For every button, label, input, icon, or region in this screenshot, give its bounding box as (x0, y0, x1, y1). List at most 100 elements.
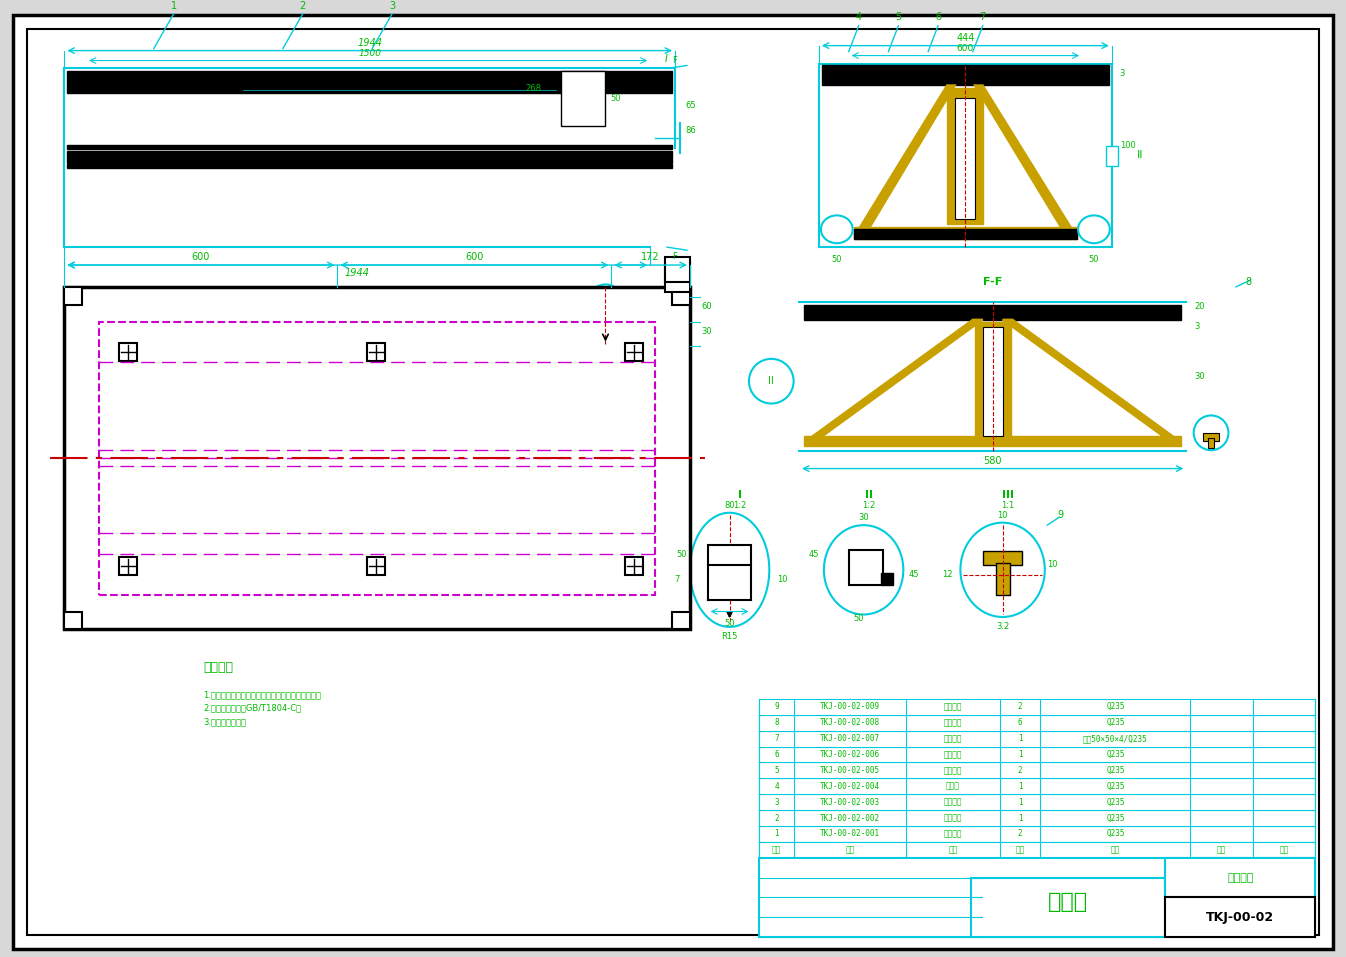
Text: 数量: 数量 (1015, 845, 1024, 855)
Bar (118, 557, 137, 575)
Text: 9: 9 (774, 702, 779, 711)
Text: TKJ-00-02-001: TKJ-00-02-001 (820, 830, 880, 838)
Text: TKJ-00-02: TKJ-00-02 (1206, 911, 1275, 924)
Bar (65, 287, 82, 304)
Text: 600: 600 (957, 44, 975, 53)
Ellipse shape (1078, 215, 1110, 243)
Text: 30: 30 (1194, 371, 1205, 381)
Text: I: I (665, 54, 668, 63)
Text: III: III (1001, 490, 1014, 501)
Bar (975, 322, 1011, 441)
Text: 3: 3 (389, 1, 396, 11)
Text: TKJ-00-02-004: TKJ-00-02-004 (820, 782, 880, 790)
Text: I: I (738, 490, 742, 501)
Text: 10: 10 (777, 575, 787, 584)
Bar (822, 65, 1109, 85)
Text: 4: 4 (774, 782, 779, 790)
Text: 6: 6 (1018, 718, 1023, 727)
Text: 1:2: 1:2 (732, 501, 746, 510)
Bar (818, 63, 1112, 247)
Text: 444: 444 (956, 33, 975, 43)
Bar (665, 257, 690, 282)
Text: 锁紧垫圈: 锁紧垫圈 (944, 718, 962, 727)
Text: Q235: Q235 (1106, 702, 1125, 711)
Bar (65, 612, 82, 630)
Text: 8: 8 (774, 718, 779, 727)
Bar (118, 344, 137, 362)
Bar (983, 326, 1003, 435)
Bar (626, 557, 643, 575)
Text: 2.未注尺寸公差按GB/T1804-C；: 2.未注尺寸公差按GB/T1804-C； (203, 703, 302, 713)
Bar (948, 88, 983, 224)
Text: 3: 3 (1194, 323, 1199, 331)
Text: II: II (864, 490, 872, 501)
Text: 1944: 1944 (357, 37, 382, 48)
Text: 1.焊接件焊缝全部清除，焊缝宽度不低于母材宽度；: 1.焊接件焊缝全部清除，焊缝宽度不低于母材宽度； (203, 690, 322, 699)
Text: 代号: 代号 (845, 845, 855, 855)
Bar (759, 763, 1315, 778)
Text: Q235: Q235 (1106, 830, 1125, 838)
Text: 连接板组: 连接板组 (944, 750, 962, 759)
Text: Q235: Q235 (1106, 797, 1125, 807)
Text: 10: 10 (1047, 561, 1058, 569)
Bar (367, 344, 385, 362)
Text: 86: 86 (685, 125, 696, 135)
Ellipse shape (1194, 415, 1229, 450)
Text: Q235: Q235 (1106, 813, 1125, 822)
Text: TKJ-00-02-008: TKJ-00-02-008 (820, 718, 880, 727)
Text: F: F (672, 252, 677, 261)
Bar (626, 344, 643, 362)
Bar (759, 794, 1315, 810)
Bar (759, 810, 1315, 826)
Bar (665, 262, 690, 292)
Text: 600: 600 (191, 252, 210, 262)
Text: TKJ-00-02-005: TKJ-00-02-005 (820, 766, 880, 775)
Bar (759, 842, 1315, 857)
Ellipse shape (961, 523, 1044, 617)
Bar (367, 557, 385, 575)
Text: 8: 8 (1246, 277, 1252, 287)
Text: 上脱壳板: 上脱壳板 (944, 813, 962, 822)
Text: TKJ-00-02-002: TKJ-00-02-002 (820, 813, 880, 822)
Bar (672, 612, 690, 630)
Text: 材料: 材料 (1110, 845, 1120, 855)
Text: 1: 1 (1018, 734, 1023, 743)
Text: 焊合件: 焊合件 (1049, 892, 1088, 912)
Text: 10: 10 (997, 511, 1008, 521)
Text: 3: 3 (1120, 69, 1125, 78)
Text: 1: 1 (1018, 750, 1023, 759)
Bar (759, 826, 1315, 842)
Bar (100, 322, 656, 594)
Text: 50: 50 (677, 550, 688, 560)
Bar (1166, 857, 1315, 898)
Text: Q235: Q235 (1106, 750, 1125, 759)
Ellipse shape (821, 215, 853, 243)
Text: II: II (769, 376, 774, 387)
Text: 80: 80 (724, 501, 735, 510)
Text: 1:1: 1:1 (1001, 501, 1014, 510)
Text: TKJ-00-02-006: TKJ-00-02-006 (820, 750, 880, 759)
Text: 50: 50 (724, 619, 735, 629)
Text: 矩形50×50×4/Q235: 矩形50×50×4/Q235 (1084, 734, 1148, 743)
Text: 1: 1 (1018, 797, 1023, 807)
Text: 左右侧板: 左右侧板 (944, 830, 962, 838)
Text: 序号: 序号 (771, 845, 781, 855)
Text: 3.2: 3.2 (996, 622, 1010, 632)
Bar (708, 545, 751, 565)
Text: 名称: 名称 (949, 845, 957, 855)
Text: 总重: 总重 (1280, 845, 1288, 855)
Text: 50: 50 (611, 94, 621, 103)
Bar (672, 287, 690, 304)
Bar (67, 72, 672, 93)
Bar (853, 230, 1077, 239)
Text: 下脱壳板: 下脱壳板 (944, 797, 962, 807)
Polygon shape (1003, 320, 1176, 438)
Text: 2: 2 (1018, 830, 1023, 838)
Text: 3: 3 (774, 797, 779, 807)
Bar (1203, 433, 1219, 441)
Text: 65: 65 (685, 100, 696, 110)
Text: 6: 6 (935, 11, 941, 22)
Text: 580: 580 (984, 456, 1001, 465)
Bar (804, 304, 1182, 320)
Text: 加强支架: 加强支架 (944, 734, 962, 743)
